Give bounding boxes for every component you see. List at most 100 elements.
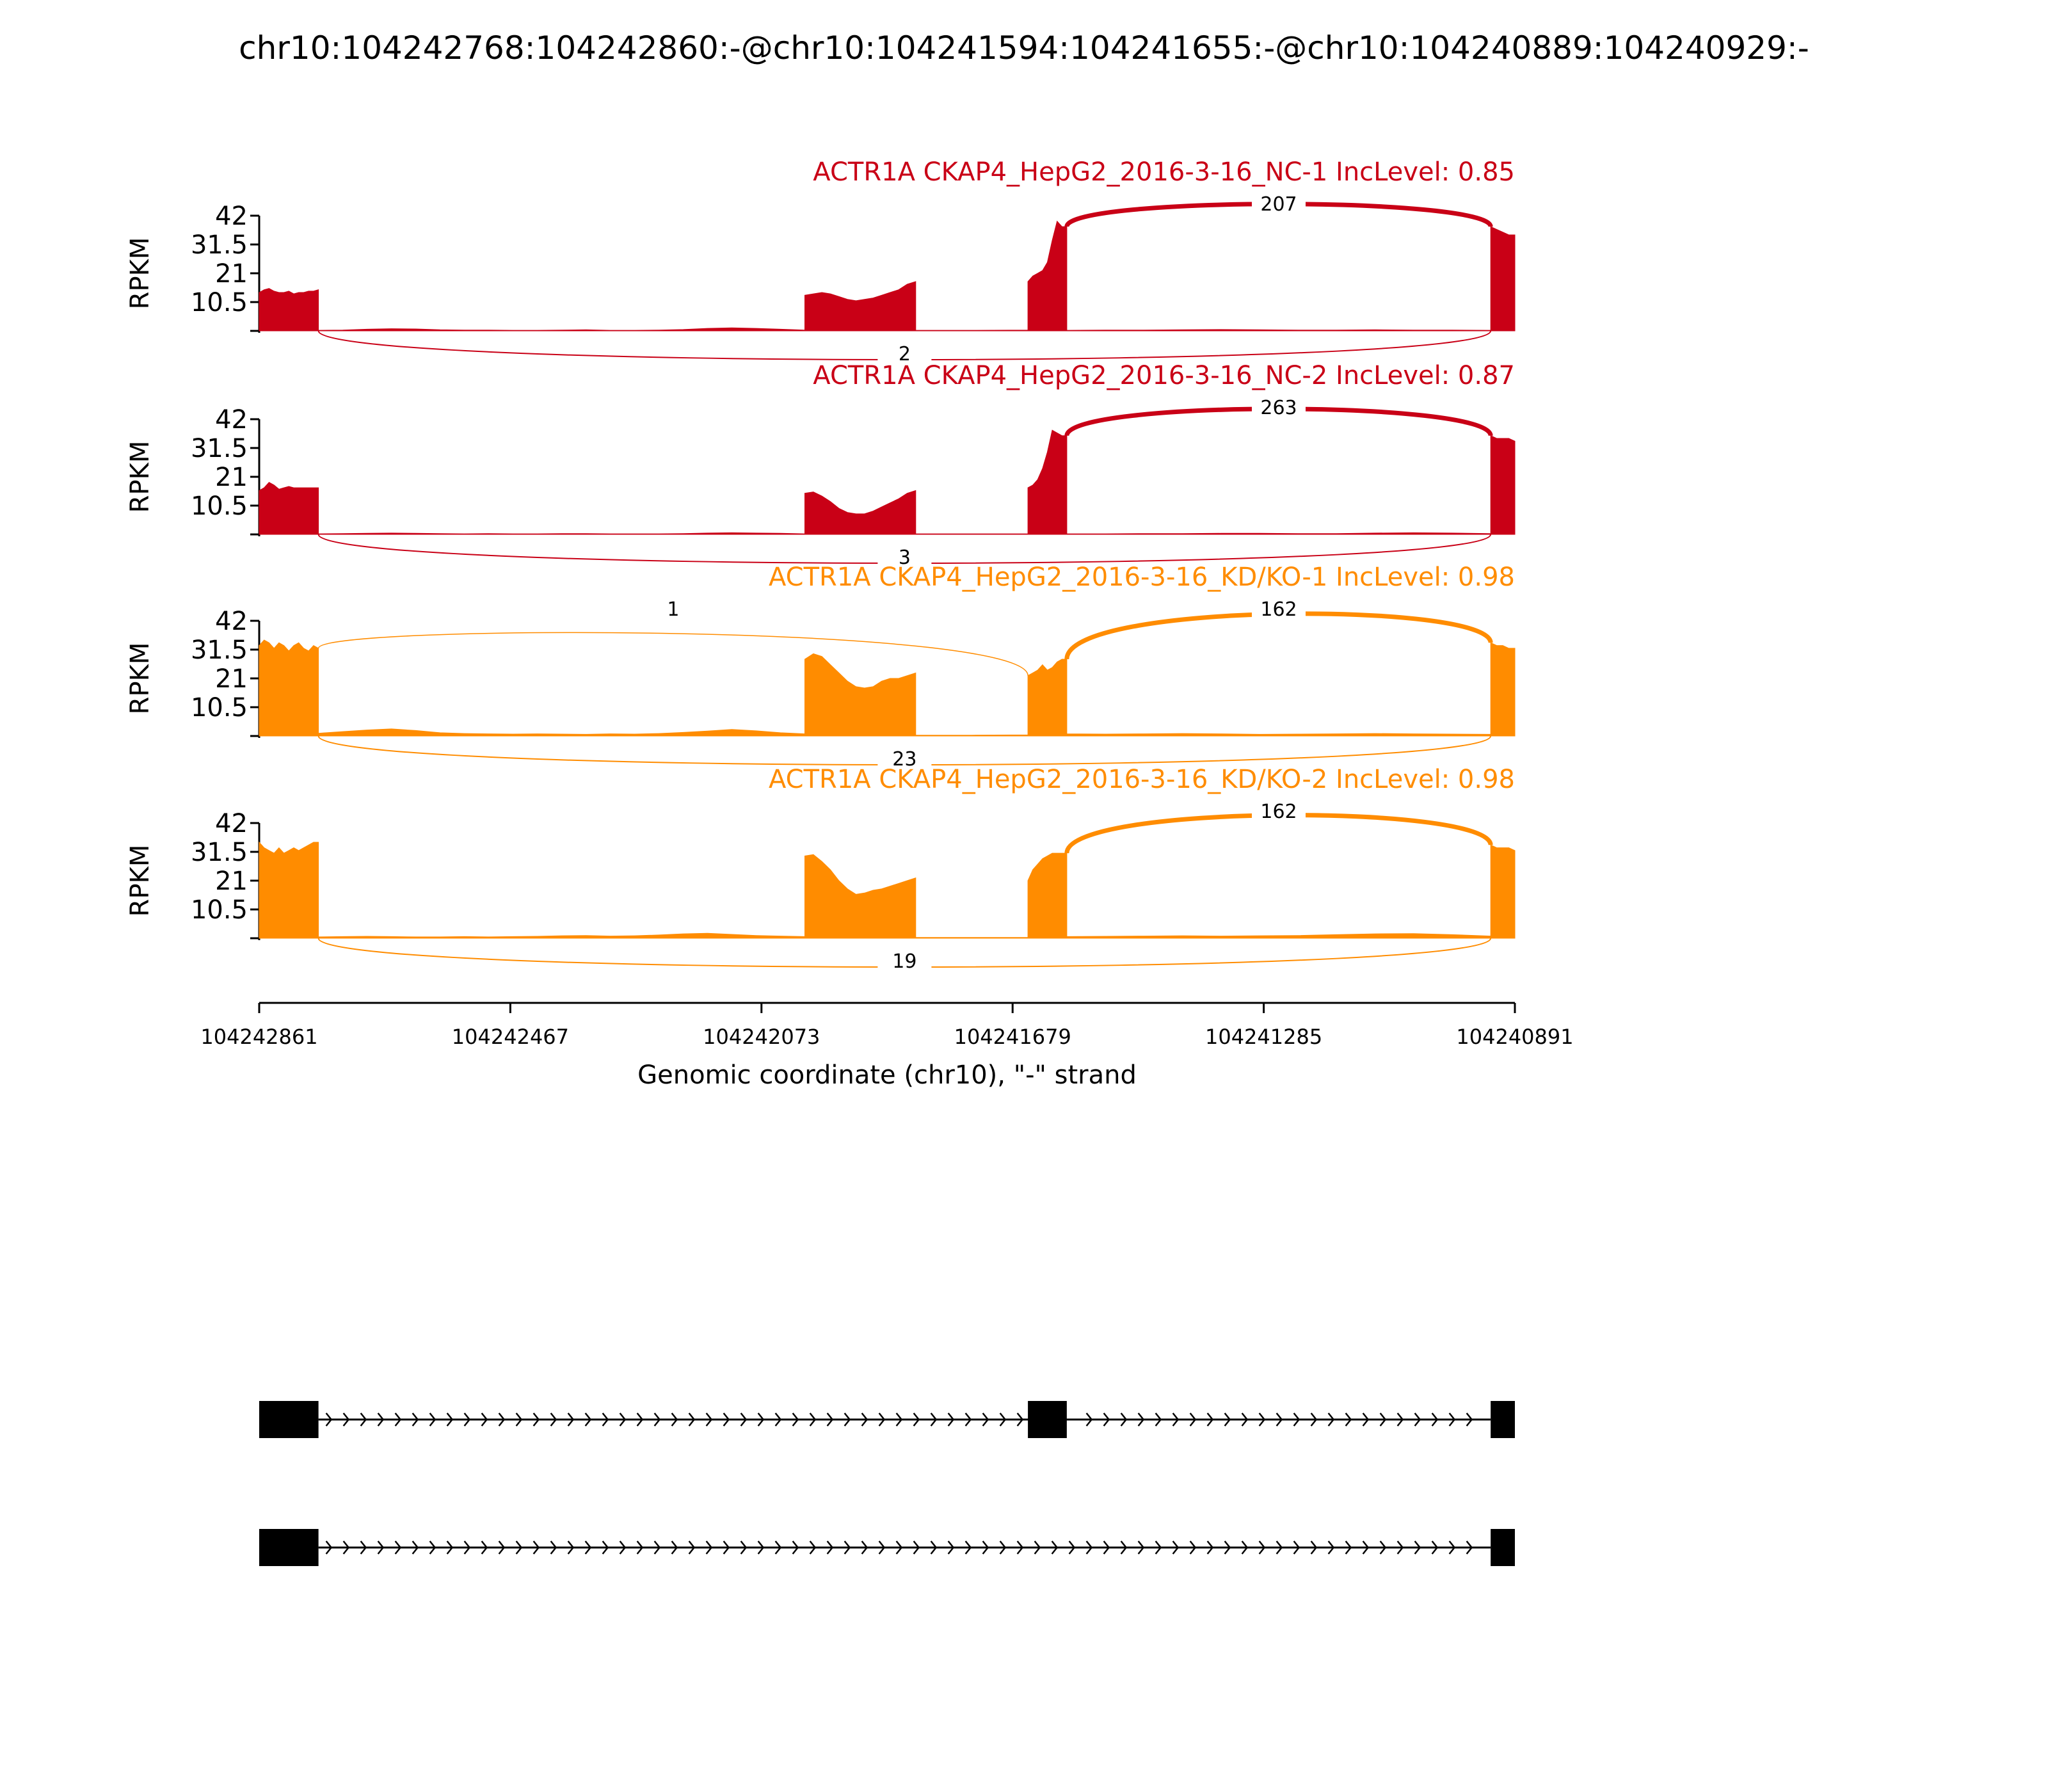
- strand-chevron: [844, 1412, 851, 1427]
- strand-chevron: [584, 1540, 592, 1555]
- strand-chevron: [705, 1540, 713, 1555]
- strand-chevron: [653, 1540, 661, 1555]
- junction-label-bg: [646, 596, 700, 621]
- strand-chevron: [688, 1412, 696, 1427]
- strand-chevron: [861, 1412, 868, 1427]
- strand-chevron: [412, 1412, 419, 1427]
- exon-block: [1491, 1529, 1515, 1566]
- strand-chevron: [1155, 1412, 1162, 1427]
- strand-chevron: [584, 1412, 592, 1427]
- strand-chevron: [1258, 1540, 1266, 1555]
- strand-chevron: [1224, 1540, 1231, 1555]
- strand-chevron: [1137, 1540, 1145, 1555]
- strand-chevron: [1241, 1412, 1249, 1427]
- strand-chevron: [964, 1540, 972, 1555]
- junction-label: 162: [1260, 598, 1297, 621]
- strand-chevron: [792, 1412, 799, 1427]
- strand-chevron: [861, 1540, 868, 1555]
- strand-chevron: [809, 1540, 817, 1555]
- x-tick-label: 104242073: [703, 1025, 820, 1049]
- strand-chevron: [740, 1412, 748, 1427]
- strand-chevron: [325, 1540, 333, 1555]
- strand-chevron: [999, 1540, 1007, 1555]
- sample-label: ACTR1A CKAP4_HepG2_2016-3-16_NC-2 IncLev…: [813, 361, 1515, 390]
- strand-chevron: [705, 1412, 713, 1427]
- strand-chevron: [1362, 1412, 1370, 1427]
- x-axis-label: Genomic coordinate (chr10), "-" strand: [637, 1060, 1137, 1090]
- junction-label: 162: [1260, 801, 1297, 823]
- coverage-panels: ACTR1A CKAP4_HepG2_2016-3-16_NC-1 IncLev…: [125, 157, 1516, 973]
- x-tick-label: 104242861: [200, 1025, 317, 1049]
- strand-chevron: [377, 1540, 385, 1555]
- strand-chevron: [895, 1540, 903, 1555]
- isoform-track: [259, 1401, 1515, 1438]
- strand-chevron: [1189, 1540, 1197, 1555]
- strand-chevron: [723, 1540, 730, 1555]
- strand-chevron: [325, 1412, 333, 1427]
- strand-chevron: [913, 1540, 920, 1555]
- strand-chevron: [1034, 1540, 1041, 1555]
- strand-chevron: [1172, 1540, 1180, 1555]
- chart-title: chr10:104242768:104242860:-@chr10:104241…: [239, 29, 1809, 67]
- strand-chevron: [740, 1540, 748, 1555]
- strand-chevron: [550, 1540, 557, 1555]
- strand-chevron: [792, 1540, 799, 1555]
- strand-chevron: [1189, 1412, 1197, 1427]
- y-tick-label: 10.5: [191, 693, 248, 723]
- junction-label-bg: [877, 746, 932, 771]
- junction-label: 1: [667, 598, 679, 621]
- x-tick-label: 104242467: [452, 1025, 569, 1049]
- y-tick-label: 42: [215, 202, 248, 231]
- sample-panel: ACTR1A CKAP4_HepG2_2016-3-16_NC-2 IncLev…: [125, 361, 1516, 569]
- strand-chevron: [1327, 1540, 1335, 1555]
- strand-chevron: [463, 1412, 471, 1427]
- strand-chevron: [671, 1412, 678, 1427]
- sample-label: ACTR1A CKAP4_HepG2_2016-3-16_KD/KO-1 Inc…: [769, 563, 1515, 592]
- strand-chevron: [878, 1540, 886, 1555]
- strand-chevron: [481, 1540, 488, 1555]
- strand-chevron: [394, 1412, 402, 1427]
- strand-chevron: [1466, 1540, 1473, 1555]
- y-tick-label: 31.5: [191, 838, 248, 867]
- y-tick-label: 10.5: [191, 492, 248, 521]
- y-axis-label: RPKM: [125, 441, 155, 513]
- strand-chevron: [429, 1540, 436, 1555]
- strand-chevron: [757, 1540, 765, 1555]
- strand-chevron: [481, 1412, 488, 1427]
- strand-chevron: [1206, 1412, 1214, 1427]
- strand-chevron: [895, 1412, 903, 1427]
- junction-label: 19: [892, 950, 916, 973]
- strand-chevron: [1448, 1540, 1456, 1555]
- strand-chevron: [498, 1412, 506, 1427]
- exon-block: [259, 1529, 319, 1566]
- strand-chevron: [1327, 1412, 1335, 1427]
- junction-label: 2: [899, 343, 911, 365]
- y-axis-label: RPKM: [125, 845, 155, 917]
- strand-chevron: [636, 1412, 644, 1427]
- x-tick-label: 104241679: [954, 1025, 1071, 1049]
- strand-chevron: [1414, 1412, 1421, 1427]
- junction-label: 207: [1260, 193, 1297, 216]
- strand-chevron: [1362, 1540, 1370, 1555]
- y-tick-label: 21: [215, 664, 248, 694]
- x-tick-label: 104240891: [1456, 1025, 1573, 1049]
- y-tick-label: 42: [215, 809, 248, 838]
- y-tick-label: 31.5: [191, 636, 248, 665]
- strand-chevron: [1431, 1540, 1439, 1555]
- strand-chevron: [1085, 1412, 1093, 1427]
- strand-chevron: [377, 1412, 385, 1427]
- sample-panel: ACTR1A CKAP4_HepG2_2016-3-16_KD/KO-2 Inc…: [125, 765, 1516, 973]
- strand-chevron: [429, 1412, 436, 1427]
- strand-chevron: [1276, 1540, 1283, 1555]
- y-tick-label: 10.5: [191, 288, 248, 317]
- strand-chevron: [774, 1412, 782, 1427]
- strand-chevron: [1224, 1412, 1231, 1427]
- y-tick-label: 21: [215, 463, 248, 492]
- y-tick-label: 42: [215, 607, 248, 636]
- strand-chevron: [602, 1540, 609, 1555]
- strand-chevron: [1414, 1540, 1421, 1555]
- strand-chevron: [964, 1412, 972, 1427]
- coverage-area: [259, 841, 1516, 939]
- sample-label: ACTR1A CKAP4_HepG2_2016-3-16_NC-1 IncLev…: [813, 157, 1515, 187]
